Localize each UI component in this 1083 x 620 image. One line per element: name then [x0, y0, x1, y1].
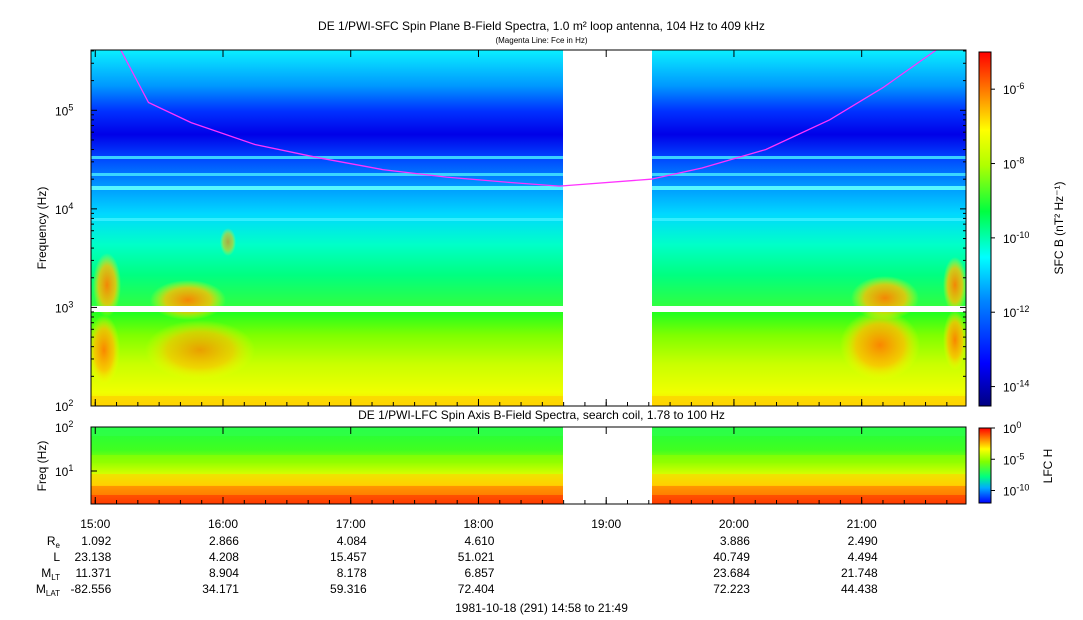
- ephemeris-value: 6.857: [464, 566, 495, 580]
- sfc-ytick-label: 103: [55, 299, 73, 315]
- sfc-spectrum-upper: [91, 50, 966, 306]
- ephemeris-row-label: MLT: [41, 566, 60, 582]
- ephemeris-value: 40.749: [713, 550, 750, 564]
- lfc-colorbar-ticks: 100 10-5 10-10: [991, 420, 1029, 499]
- ephemeris-value: 2.490: [847, 534, 878, 548]
- ephemeris-value: 8.904: [208, 566, 239, 580]
- lfc-ytick-label: 101: [55, 463, 73, 479]
- ephemeris-value: -82.556: [70, 582, 112, 596]
- ephemeris-value: 4.610: [464, 534, 495, 548]
- time-range-footer: 1981-10-18 (291) 14:58 to 21:49: [455, 601, 628, 615]
- sfc-cbar-tick-label: 10-14: [1003, 379, 1029, 395]
- sfc-ytick-label: 105: [55, 102, 73, 118]
- xtick-label: 17:00: [336, 517, 366, 531]
- xtick-label: 18:00: [463, 517, 493, 531]
- fce-line: [120, 50, 937, 187]
- ephemeris-value: 34.171: [202, 582, 239, 596]
- lfc-cbar-tick-label: 10-5: [1003, 451, 1024, 467]
- lfc-axes-frame: [90, 426, 967, 505]
- ephemeris-value: 23.138: [74, 550, 112, 564]
- lfc-data-gap: [563, 427, 652, 505]
- lfc-colorbar-ramp: [978, 427, 992, 504]
- xtick-label: 20:00: [719, 517, 749, 531]
- sfc-subtitle: (Magenta Line: Fce in Hz): [495, 36, 588, 45]
- sfc-ytick-label: 104: [55, 201, 73, 217]
- ephemeris-value: 72.404: [457, 582, 495, 596]
- ephemeris-value: 23.684: [713, 566, 750, 580]
- sfc-cbar-tick-label: 10-12: [1003, 304, 1029, 320]
- lfc-title: DE 1/PWI-LFC Spin Axis B-Field Spectra, …: [358, 408, 725, 422]
- lfc-cbar-tick-label: 10-10: [1003, 483, 1029, 499]
- spectrogram-figure: 102 103 104 105 Frequency (Hz) 101 102 Freq …: [35, 49, 1066, 531]
- ephemeris-value: 4.084: [336, 534, 367, 548]
- sfc-colorbar-ramp: [978, 51, 992, 407]
- ephemeris-value: 3.886: [719, 534, 750, 548]
- sfc-data-gap: [563, 50, 652, 407]
- sfc-colorbar-ticks: 10-6 10-8 10-10 10-12 10-14: [991, 81, 1029, 395]
- lfc-cbar-tick-label: 100: [1003, 420, 1021, 436]
- sfc-axes-frame: [90, 49, 967, 407]
- ephemeris-value: 21.748: [840, 566, 878, 580]
- lfc-ytick-label: 102: [55, 419, 73, 435]
- ephemeris-value: 51.021: [457, 550, 495, 564]
- xtick-label: 15:00: [80, 517, 110, 531]
- ephemeris-value: 44.438: [840, 582, 878, 596]
- ephemeris-value: 59.316: [330, 582, 367, 596]
- ephemeris-value: 72.223: [713, 582, 750, 596]
- sfc-colorbar-label: SFC B (nT² Hz⁻¹): [1052, 182, 1066, 275]
- sfc-cbar-tick-label: 10-10: [1003, 230, 1029, 246]
- ephemeris-value: 4.494: [847, 550, 878, 564]
- sfc-band-gap: [91, 306, 966, 312]
- lfc-colorbar-label: LFC H: [1041, 449, 1055, 484]
- ephemeris-row-label: L: [53, 550, 60, 564]
- sfc-cbar-tick-label: 10-6: [1003, 81, 1024, 97]
- lfc-y-ticks: 101 102: [55, 419, 97, 479]
- ephemeris-value: 15.457: [330, 550, 367, 564]
- ephemeris-row-label: Re: [46, 534, 60, 550]
- ephemeris-value: 2.866: [208, 534, 239, 548]
- ephemeris-value: 11.371: [75, 566, 112, 580]
- xtick-label: 16:00: [208, 517, 238, 531]
- ephemeris-row-label: MLAT: [35, 582, 60, 598]
- sfc-ytick-label: 102: [55, 398, 73, 414]
- sfc-y-ticks: 102 103 104 105: [55, 50, 966, 414]
- sfc-y-axis-label: Frequency (Hz): [35, 187, 49, 270]
- ephemeris-value: 1.092: [81, 534, 112, 548]
- lfc-y-axis-label: Freq (Hz): [35, 441, 49, 492]
- lfc-spectrogram: 101 102 Freq (Hz): [35, 419, 967, 505]
- xtick-label: 19:00: [591, 517, 621, 531]
- lfc-bands: [91, 427, 966, 504]
- sfc-colorbar: 10-6 10-8 10-10 10-12 10-14 SFC B (nT² Hz⁻¹): [978, 51, 1066, 407]
- sfc-title: DE 1/PWI-SFC Spin Plane B-Field Spectra,…: [318, 19, 765, 33]
- lfc-colorbar: 100 10-5 10-10 LFC H: [978, 420, 1055, 504]
- sfc-spectrogram: 102 103 104 105 Frequency (Hz): [35, 49, 967, 414]
- sfc-cbar-tick-label: 10-8: [1003, 156, 1024, 172]
- xtick-label: 21:00: [847, 517, 877, 531]
- ephemeris-value: 8.178: [336, 566, 367, 580]
- ephemeris-value: 4.208: [208, 550, 239, 564]
- x-axis-ticks: 15:00 16:00 17:00 18:00 19:00 20:00 21:00: [80, 50, 948, 531]
